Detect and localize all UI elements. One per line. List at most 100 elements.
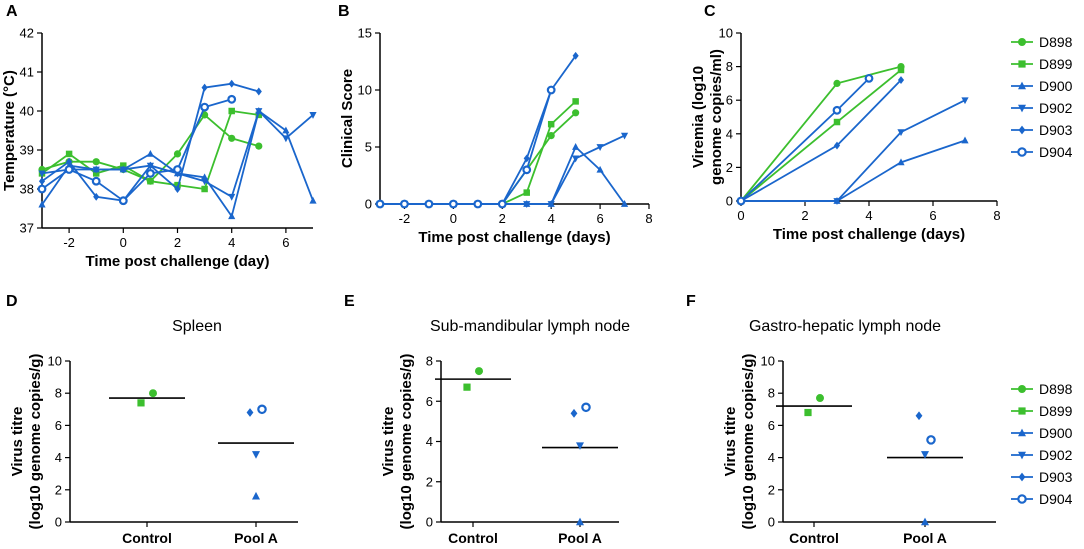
data-point-d900-shape	[576, 517, 584, 526]
y-tick-label: 4	[768, 450, 775, 465]
data-point-d902-shape	[523, 201, 531, 208]
legend-bottom: D898 D899 D900 D902 D903 D904	[1011, 381, 1073, 507]
y-tick-label: 8	[426, 354, 433, 369]
legend-entry-d904: D904	[1011, 144, 1073, 160]
legend-marker-d899-shape	[1018, 60, 1026, 68]
data-point-d903	[255, 87, 262, 96]
data-point-d900	[228, 212, 236, 220]
data-point-d903-shape	[174, 185, 181, 193]
y-tick-label: 6	[768, 418, 775, 433]
legend-label: D904	[1039, 491, 1073, 507]
data-point-d903	[228, 79, 235, 88]
data-point-d904-shape	[832, 105, 842, 115]
data-point-d902-shape	[572, 155, 580, 163]
legend-entry-d900: D900	[1011, 425, 1073, 441]
data-point-d898	[255, 142, 263, 150]
data-point-d900-shape	[961, 136, 969, 144]
series-d904	[375, 85, 556, 209]
data-point-d904-shape	[91, 176, 101, 186]
data-point-d898	[149, 389, 157, 398]
data-point-d903	[570, 408, 578, 418]
legends-layer: D898 D899 D900 D902 D903 D904 D898 D899 D900 D902…	[1011, 34, 1073, 507]
legend-marker-d899	[1018, 60, 1026, 68]
data-point-d902	[576, 442, 584, 450]
data-point-d900	[620, 200, 629, 207]
x-tick-label: 0	[450, 211, 457, 226]
data-point-d899	[897, 66, 905, 74]
data-point-d902-shape	[961, 97, 969, 105]
data-point-d903-shape	[833, 141, 841, 150]
data-point-d902	[255, 108, 263, 115]
data-point-d900-shape	[620, 200, 629, 207]
x-tick-label: 4	[228, 235, 235, 250]
data-point-d900	[596, 165, 604, 173]
data-point-d900	[252, 491, 260, 500]
data-point-d904-shape	[37, 184, 47, 194]
data-point-d903	[246, 408, 254, 417]
data-point-d902	[119, 166, 127, 174]
legend-entry-d902: D902	[1011, 447, 1073, 463]
series-line-d903	[740, 79, 902, 202]
legend-marker-d898	[1018, 385, 1026, 393]
series-line-d904	[740, 77, 870, 202]
panel-letter-e: E	[344, 293, 355, 310]
series-d900	[737, 136, 969, 204]
data-point-d898-shape	[92, 158, 100, 166]
data-point-d902-shape	[255, 108, 263, 115]
data-point-d903	[897, 76, 905, 84]
data-point-d904	[91, 176, 101, 186]
data-point-d902	[523, 201, 531, 208]
data-point-d902	[201, 178, 209, 186]
data-point-d903-shape	[523, 154, 530, 163]
data-point-d904	[400, 199, 409, 209]
data-point-d903-shape	[246, 408, 254, 417]
data-point-d904	[832, 105, 842, 115]
data-point-d903	[66, 157, 73, 166]
data-point-d898-shape	[149, 389, 157, 398]
legend-marker-d900	[1018, 81, 1026, 90]
data-point-d903-shape	[572, 51, 579, 60]
x-tick-label: 2	[499, 211, 506, 226]
category-label: Control	[789, 530, 839, 546]
y-tick-label: 8	[726, 59, 733, 74]
data-point-d904	[173, 165, 182, 174]
data-point-d900	[576, 517, 584, 526]
panel-letter-a: A	[6, 3, 18, 20]
y-tick-label: 15	[358, 26, 372, 41]
legend-entry-d903: D903	[1011, 122, 1073, 138]
y-tick-label: 6	[426, 394, 433, 409]
data-point-d899-shape	[201, 185, 208, 193]
legend-marker-d900	[1018, 428, 1026, 437]
data-point-d903	[93, 192, 100, 201]
data-point-d902	[897, 129, 905, 137]
panel-letter-f: F	[686, 293, 696, 310]
y-tick-label: 0	[426, 515, 433, 530]
legend-marker-d904	[1017, 494, 1027, 504]
legend-marker-d900-shape	[1018, 428, 1026, 437]
data-point-d900	[897, 158, 905, 166]
data-point-d904	[473, 199, 483, 209]
series-line-d904	[380, 89, 553, 205]
data-point-d903	[572, 51, 579, 60]
series-d900	[376, 143, 629, 207]
data-point-d899	[572, 98, 579, 105]
panel-f: F 0 2 4 6 8 10 Gastro-hepatic lymph node Virus t…	[686, 293, 996, 546]
y-tick-label: 6	[726, 93, 733, 108]
series-d899	[737, 66, 905, 205]
y-axis-title: Temperature (°C)	[1, 70, 18, 191]
y-tick-label: 2	[768, 482, 775, 497]
y-axis-title: Clinical Score	[339, 69, 356, 168]
legend-label: D900	[1039, 425, 1073, 441]
legend-marker-d899-shape	[1018, 407, 1026, 415]
data-point-d899	[804, 408, 812, 417]
data-point-d904	[736, 196, 746, 206]
x-tick-label: 2	[801, 208, 808, 223]
y-tick-label: 4	[426, 434, 433, 449]
y-tick-label: 5	[365, 140, 372, 155]
data-point-d899-shape	[897, 66, 905, 74]
x-axis-title: Time post challenge (days)	[418, 229, 610, 246]
series-d904	[736, 73, 874, 206]
data-point-d904-shape	[173, 165, 182, 174]
panel-d: D 0 2 4 6 8 10 Spleen Virus titre (log10 genome c…	[6, 293, 298, 546]
data-point-d902-shape	[596, 144, 604, 151]
